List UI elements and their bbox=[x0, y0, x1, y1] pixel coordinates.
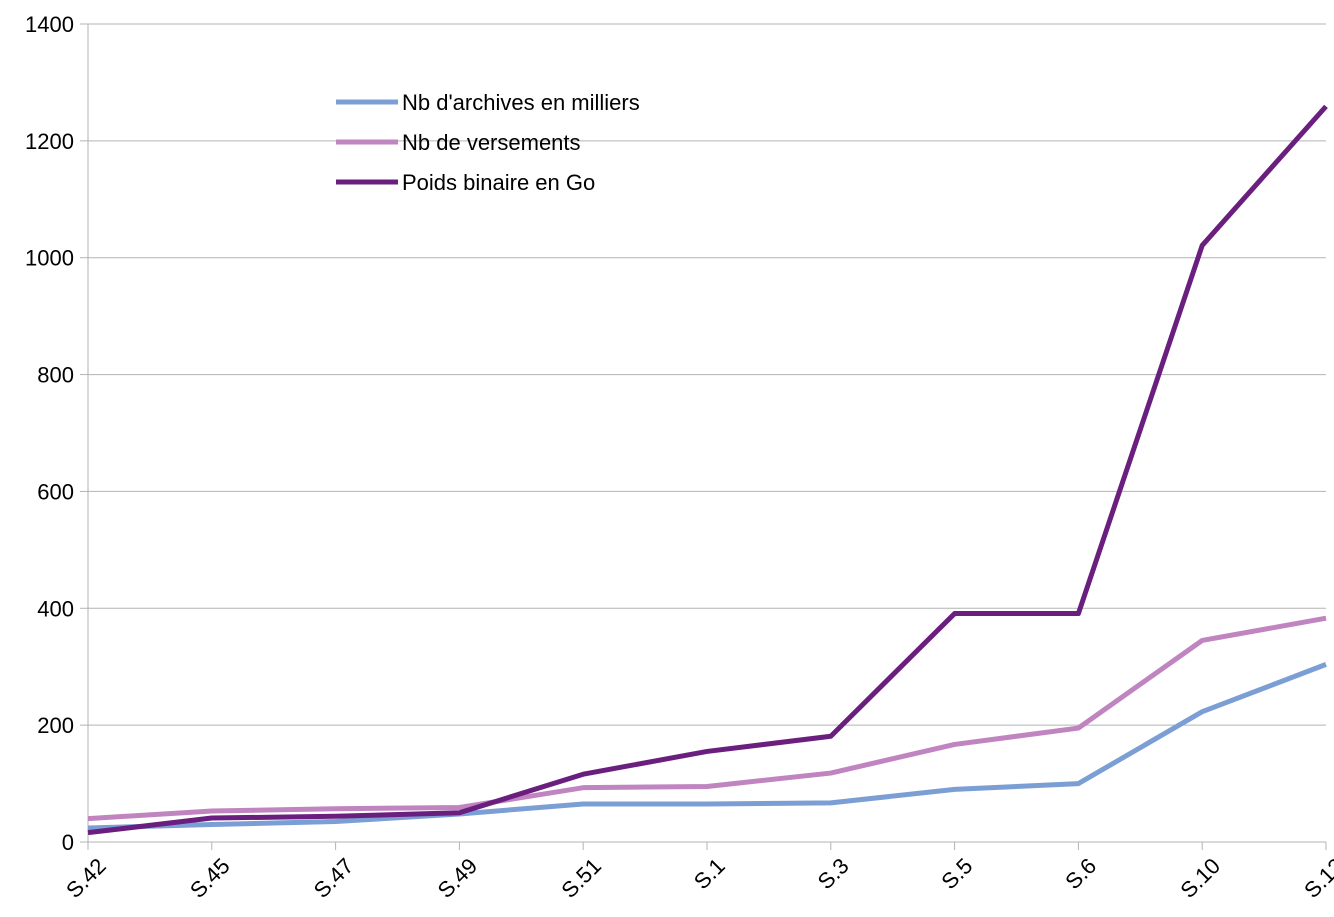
grid-layer bbox=[88, 23, 1326, 726]
y-tick-label: 200 bbox=[37, 713, 74, 738]
y-tick-label: 1200 bbox=[25, 129, 74, 154]
axis-layer bbox=[80, 23, 1327, 850]
legend-label: Nb d'archives en milliers bbox=[402, 90, 640, 115]
y-tick-label: 1000 bbox=[25, 246, 74, 271]
legend-label: Nb de versements bbox=[402, 130, 581, 155]
x-tick-label: S.42 bbox=[61, 853, 111, 903]
x-tick-label: S.51 bbox=[556, 853, 606, 903]
x-tick-labels: S.42 S.45 S.47 S.49 S.51 S.1 S.3 S.5 S.6 S.10 S.12 bbox=[61, 853, 1334, 903]
y-tick-label: 600 bbox=[37, 479, 74, 504]
y-tick-labels: 0 200 400 600 800 1000 1200 1400 bbox=[25, 12, 74, 855]
y-tick-label: 800 bbox=[37, 363, 74, 388]
x-tick-label: S.10 bbox=[1175, 853, 1225, 903]
y-tick-label: 1400 bbox=[25, 12, 74, 37]
x-tick-label: S.12 bbox=[1299, 853, 1334, 903]
x-tick-label: S.45 bbox=[185, 853, 235, 903]
y-tick-label: 400 bbox=[37, 596, 74, 621]
x-tick-label: S.6 bbox=[1060, 853, 1101, 894]
x-tick-label: S.1 bbox=[689, 853, 730, 894]
legend: Nb d'archives en milliers Nb de versement… bbox=[336, 90, 640, 195]
legend-label: Poids binaire en Go bbox=[402, 170, 595, 195]
x-tick-label: S.3 bbox=[813, 853, 854, 894]
x-tick-label: S.5 bbox=[936, 853, 977, 894]
y-tick-label: 0 bbox=[62, 830, 74, 855]
series-line-2 bbox=[87, 615, 1327, 822]
x-tick-label: S.49 bbox=[433, 853, 483, 903]
series-line-3 bbox=[87, 104, 1328, 836]
series-layer bbox=[87, 104, 1328, 836]
x-tick-label: S.47 bbox=[309, 853, 359, 903]
series-line-1 bbox=[87, 662, 1327, 831]
